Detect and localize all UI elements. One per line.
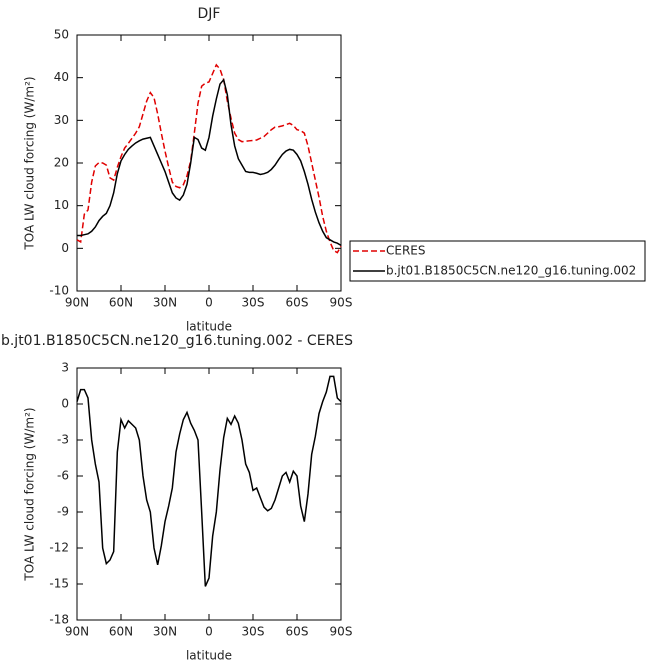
plot-frame — [76, 367, 342, 621]
legend: CERES b.jt01.B1850C5CN.ne120_g16.tuning.0… — [349, 240, 646, 282]
chart-title: DJF — [198, 6, 221, 22]
chart-title: b.jt01.B1850C5CN.ne120_g16.tuning.002 - … — [1, 333, 353, 349]
legend-label: CERES — [386, 244, 426, 258]
y-tick-label: 30 — [54, 113, 69, 127]
y-axis-label: TOA LW cloud forcing (W/m²) — [23, 407, 37, 581]
y-tick-label: -6 — [57, 469, 69, 483]
y-tick-label: 10 — [54, 198, 69, 212]
x-tick-label: 0 — [205, 296, 213, 310]
data-line — [76, 63, 342, 254]
y-tick-label: -18 — [49, 613, 69, 627]
y-tick-label: 20 — [54, 156, 69, 170]
y-tick-label: -9 — [57, 505, 69, 519]
x-tick-label: 60N — [109, 296, 133, 310]
legend-box — [349, 240, 646, 282]
y-tick-label: -3 — [57, 433, 69, 447]
data-line — [77, 78, 342, 246]
y-tick-label: 3 — [61, 361, 69, 375]
x-tick-label: 90S — [330, 296, 353, 310]
y-tick-label: 0 — [61, 241, 69, 255]
x-axis-label: latitude — [186, 320, 232, 334]
x-tick-label: 30N — [153, 625, 177, 639]
x-tick-label: 60S — [286, 625, 309, 639]
x-tick-label: 30N — [153, 296, 177, 310]
y-tick-label: 50 — [54, 28, 69, 42]
x-tick-label: 0 — [205, 625, 213, 639]
y-tick-label: 0 — [61, 397, 69, 411]
y-tick-label: -10 — [49, 284, 69, 298]
x-tick-label: 90N — [65, 625, 89, 639]
x-tick-label: 30S — [242, 625, 265, 639]
x-tick-label: 90S — [330, 625, 353, 639]
y-tick-label: 40 — [54, 70, 69, 84]
data-line — [76, 375, 342, 587]
x-tick-label: 60N — [109, 625, 133, 639]
x-tick-label: 30S — [242, 296, 265, 310]
x-axis-label: latitude — [186, 649, 232, 663]
x-tick-label: 60S — [286, 296, 309, 310]
y-tick-label: -15 — [49, 577, 69, 591]
y-axis-label: TOA LW cloud forcing (W/m²) — [23, 76, 37, 250]
x-tick-label: 90N — [65, 296, 89, 310]
legend-label: b.jt01.B1850C5CN.ne120_g16.tuning.002 — [386, 264, 636, 278]
y-tick-label: -12 — [49, 541, 69, 555]
